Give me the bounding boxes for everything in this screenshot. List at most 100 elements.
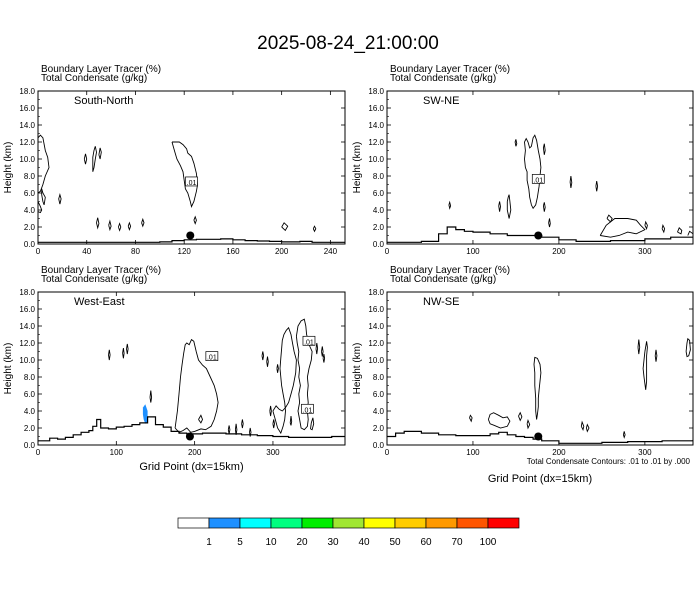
colorbar-label: 40: [358, 537, 370, 548]
colorbar-label: 20: [296, 537, 308, 548]
condensate-contour: [58, 193, 62, 205]
y-tick-label: 0.0: [373, 441, 385, 450]
condensate-contour: [322, 354, 326, 363]
panel-header-line2: Total Condensate (g/kg): [390, 73, 496, 84]
colorbar-swatch: [394, 517, 427, 529]
condensate-contour: [96, 217, 100, 230]
y-tick-label: 2.0: [24, 424, 36, 433]
condensate-contour: [149, 390, 153, 403]
y-tick-label: 16.0: [368, 104, 384, 113]
y-tick-label: 4.0: [24, 206, 36, 215]
y-tick-label: 18.0: [19, 87, 35, 96]
x-tick-label: 200: [275, 247, 289, 256]
footer-note: Total Condensate Contours: .01 to .01 by…: [527, 457, 691, 466]
condensate-contour: [269, 405, 272, 417]
panels: Boundary Layer Tracer (%)Total Condensat…: [3, 64, 694, 485]
plot-area: [387, 337, 693, 444]
y-tick-label: 14.0: [19, 121, 35, 130]
plot-frame: [386, 90, 694, 245]
condensate-contour: [276, 364, 279, 373]
y-tick-label: 14.0: [19, 322, 35, 331]
location-marker: [534, 432, 543, 441]
condensate-contour: [261, 351, 265, 361]
panel-header-line1: Boundary Layer Tracer (%): [41, 265, 161, 276]
condensate-contour: [685, 337, 691, 358]
x-tick-label: 240: [324, 247, 338, 256]
y-tick-label: 0.0: [24, 441, 36, 450]
tracer-fill: [142, 404, 148, 424]
x-tick-label: 40: [82, 247, 91, 256]
condensate-contour: [654, 349, 658, 362]
y-tick-label: 18.0: [368, 87, 384, 96]
condensate-contour: [38, 201, 43, 214]
panel-label: South-North: [74, 95, 133, 107]
condensate-contour: [533, 356, 542, 420]
plot-area: .01: [38, 134, 345, 243]
contour-label-box: [205, 351, 219, 361]
x-tick-label: 300: [638, 247, 652, 256]
condensate-contour: [272, 419, 275, 429]
y-tick-label: 18.0: [19, 288, 35, 297]
y-tick-label: 4.0: [373, 206, 385, 215]
condensate-contour: [281, 222, 289, 232]
y-axis-label: Height (km): [352, 142, 363, 194]
condensate-contour: [677, 226, 683, 235]
condensate-contour: [687, 230, 693, 236]
contour-label: .01: [187, 180, 197, 187]
terrain-line: [387, 430, 693, 444]
condensate-contour: [198, 414, 203, 424]
condensate-contour: [448, 200, 452, 210]
x-tick-label: 160: [226, 247, 240, 256]
y-tick-label: 8.0: [24, 373, 36, 382]
condensate-contour: [234, 423, 238, 435]
condensate-contour: [193, 215, 197, 225]
panel-header-line1: Boundary Layer Tracer (%): [390, 64, 510, 75]
y-tick-label: 14.0: [368, 121, 384, 130]
condensate-contour: [312, 225, 317, 233]
condensate-contour: [83, 153, 88, 165]
panel-label: West-East: [74, 296, 125, 308]
panel-nw-se: Boundary Layer Tracer (%)Total Condensat…: [352, 265, 694, 485]
y-tick-label: 2.0: [24, 223, 36, 232]
y-tick-label: 10.0: [368, 356, 384, 365]
panel-header-line2: Total Condensate (g/kg): [41, 274, 147, 285]
condensate-contour: [622, 431, 626, 439]
condensate-contour: [174, 338, 219, 433]
y-tick-label: 6.0: [373, 189, 385, 198]
condensate-contour: [266, 356, 269, 367]
y-tick-label: 12.0: [19, 339, 35, 348]
colorbar-label: 1: [206, 537, 212, 548]
contour-label: .01: [304, 339, 314, 346]
plot-area: .01 .01 .01: [38, 318, 345, 442]
panel-header-line1: Boundary Layer Tracer (%): [41, 64, 161, 75]
colorbar-label: 70: [451, 537, 463, 548]
colorbar-label: 60: [420, 537, 432, 548]
y-tick-label: 8.0: [24, 172, 36, 181]
condensate-contour: [92, 146, 97, 172]
y-tick-label: 8.0: [373, 172, 385, 181]
x-tick-label: 300: [266, 448, 280, 457]
colorbar-swatch: [301, 517, 334, 529]
terrain-line: [387, 226, 693, 243]
location-marker: [185, 432, 194, 441]
y-tick-label: 0.0: [373, 240, 385, 249]
condensate-contour: [38, 134, 50, 194]
colorbar-swatch: [239, 517, 272, 529]
condensate-contour: [41, 188, 46, 206]
y-tick-label: 2.0: [373, 424, 385, 433]
colorbar-swatch: [425, 517, 458, 529]
x-tick-label: 200: [552, 448, 566, 457]
condensate-contour: [141, 217, 145, 228]
condensate-contour: [321, 346, 324, 357]
plot-frame: [37, 90, 346, 245]
condensate-contour: [542, 143, 546, 155]
colorbar-swatch: [456, 517, 489, 529]
x-tick-label: 200: [188, 448, 202, 457]
panel-sw-ne: Boundary Layer Tracer (%)Total Condensat…: [352, 64, 694, 256]
terrain-line: [38, 416, 345, 442]
condensate-contour: [595, 181, 599, 192]
x-tick-label: 0: [385, 247, 390, 256]
condensate-contour: [126, 343, 129, 355]
condensate-contour: [514, 139, 518, 147]
x-tick-label: 0: [36, 448, 41, 457]
